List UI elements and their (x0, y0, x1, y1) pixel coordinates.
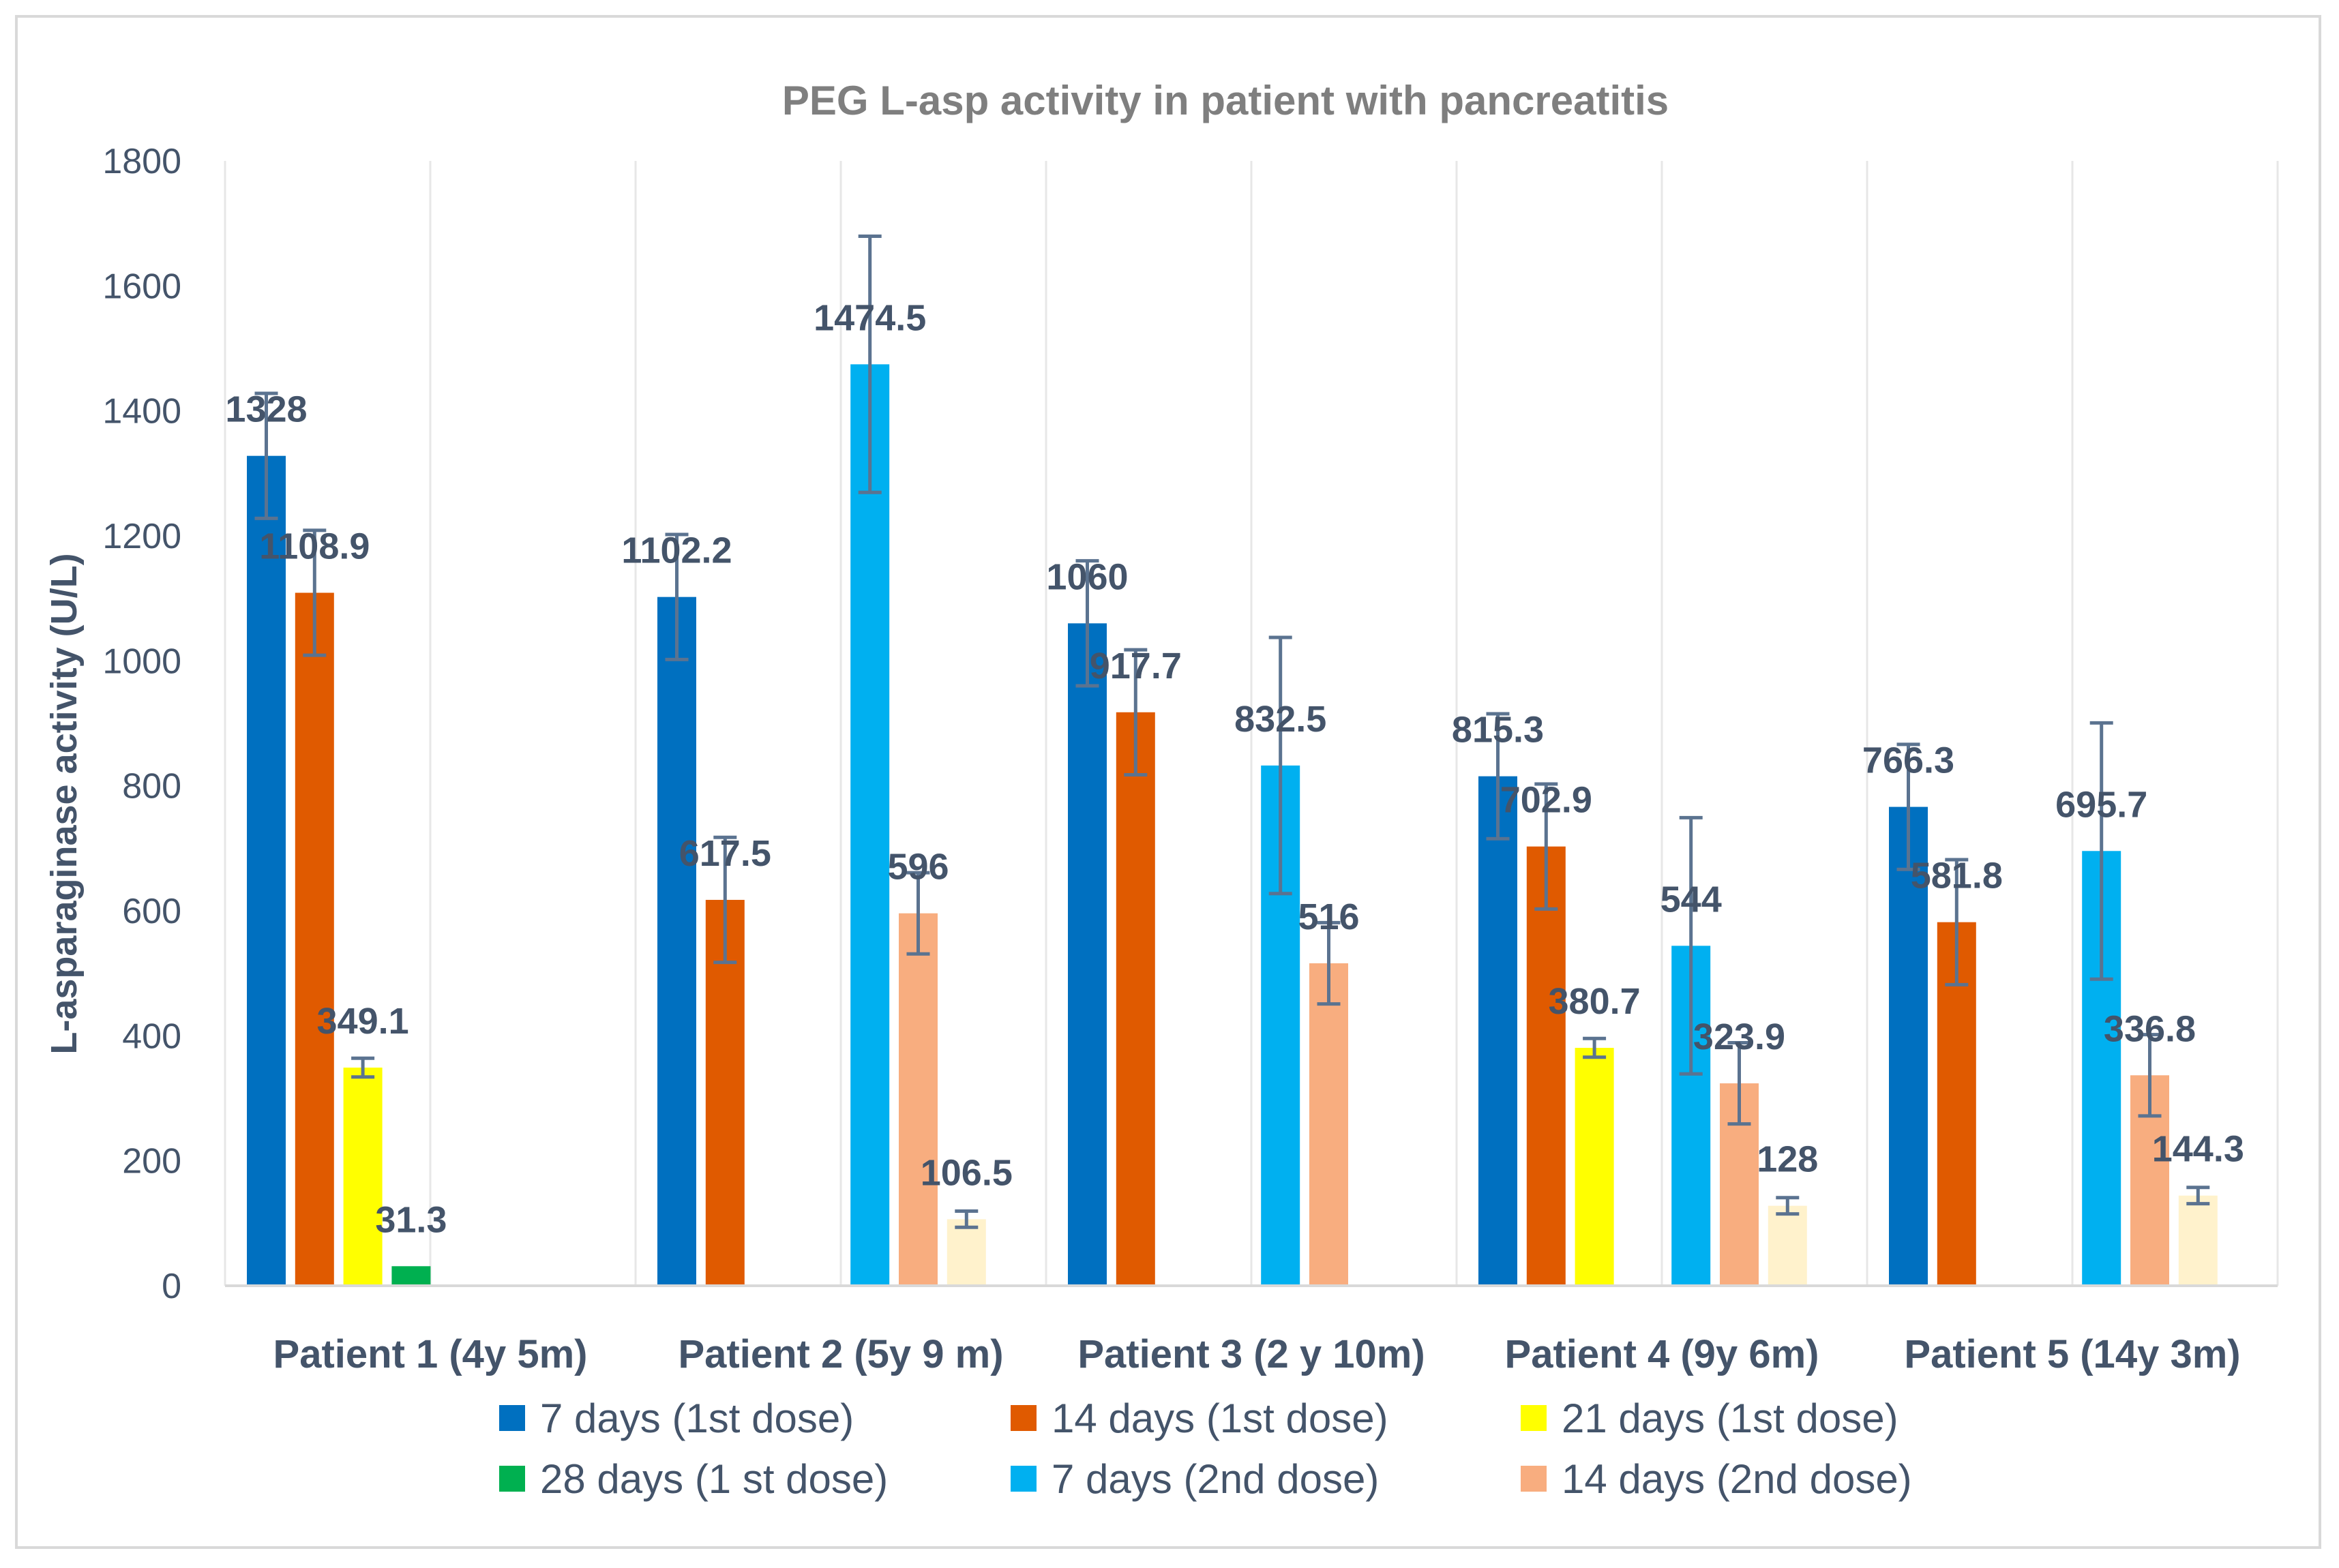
y-tick-label: 400 (122, 1016, 181, 1056)
data-label: 695.7 (2055, 784, 2147, 825)
legend-label: 14 days (2nd dose) (1562, 1456, 1912, 1502)
data-label: 581.8 (1911, 856, 2003, 896)
y-tick-label: 200 (122, 1142, 181, 1181)
error-bars (254, 234, 2210, 1229)
legend-swatch (1521, 1405, 1547, 1431)
y-tick-label: 1600 (102, 267, 181, 306)
legend-swatch (1011, 1466, 1037, 1492)
chart-frame (15, 15, 2321, 1549)
data-label: 766.3 (1862, 740, 1954, 781)
data-label: 617.5 (679, 833, 771, 874)
data-label: 349.1 (317, 1001, 409, 1042)
data-label: 336.8 (2104, 1008, 2196, 1049)
bars (247, 364, 2218, 1286)
bar (1575, 1048, 1614, 1286)
bar (1116, 712, 1155, 1286)
y-tick-label: 1000 (102, 642, 181, 681)
bar (947, 1219, 986, 1286)
bar (1526, 846, 1566, 1286)
bar (295, 592, 334, 1286)
bar (705, 899, 745, 1286)
data-label: 1474.5 (814, 297, 926, 338)
bar (343, 1067, 383, 1286)
legend-swatch (499, 1405, 525, 1431)
data-label: 815.3 (1452, 710, 1544, 751)
data-label: 702.9 (1500, 780, 1592, 821)
legend: 7 days (1st dose) 14 days (1st dose) 21 da… (499, 1396, 1912, 1502)
bar (850, 364, 890, 1286)
data-label: 1060 (1046, 556, 1128, 597)
data-label: 1102.2 (621, 530, 732, 571)
data-label: 31.3 (375, 1199, 447, 1240)
x-category-label: Patient 3 (2 y 10m) (1077, 1332, 1425, 1376)
legend-swatch (1521, 1466, 1547, 1492)
legend-label: 7 days (2nd dose) (1052, 1456, 1379, 1502)
data-label: 106.5 (921, 1152, 1013, 1193)
legend-swatch (1011, 1405, 1037, 1431)
data-label: 917.7 (1090, 646, 1182, 687)
bar (391, 1266, 431, 1286)
bar (1889, 806, 1928, 1286)
x-category-label: Patient 2 (5y 9 m) (678, 1332, 1003, 1376)
bar (899, 913, 938, 1286)
data-label: 323.9 (1693, 1016, 1785, 1057)
bar (247, 455, 286, 1286)
legend-label: 21 days (1st dose) (1562, 1396, 1898, 1441)
legend-label: 7 days (1st dose) (540, 1396, 854, 1441)
chart-title: PEG L-asp activity in patient with pancr… (782, 78, 1669, 123)
legend-label: 14 days (1st dose) (1052, 1396, 1388, 1441)
bar (1068, 623, 1107, 1286)
bar (1309, 963, 1348, 1286)
y-tick-label: 1200 (102, 517, 181, 556)
y-tick-label: 0 (162, 1267, 181, 1306)
legend-swatch (499, 1466, 525, 1492)
y-tick-label: 800 (122, 767, 181, 806)
gridlines (224, 161, 2279, 1286)
x-category-label: Patient 4 (9y 6m) (1505, 1332, 1819, 1376)
data-label: 144.3 (2152, 1129, 2244, 1170)
bar (1768, 1205, 1807, 1286)
y-axis-label: L-asparaginase activity (U/L) (44, 553, 85, 1054)
data-label: 832.5 (1234, 699, 1326, 740)
bar (2178, 1195, 2218, 1286)
y-tick-label: 1800 (102, 142, 181, 181)
x-category-label: Patient 1 (4y 5m) (273, 1332, 588, 1376)
bar (1478, 776, 1517, 1286)
data-labels: 1328 1102.2 1060 815.3 766.3 1108.9 617.5 917.7… (225, 297, 2244, 1240)
bar (657, 597, 696, 1286)
data-label: 1108.9 (259, 526, 370, 567)
data-label: 516 (1298, 896, 1359, 937)
axes: 0 200 400 600 800 1000 1200 1400 1600 1800 Patient… (102, 142, 2278, 1376)
data-label: 128 (1757, 1139, 1818, 1180)
data-label: 596 (887, 847, 949, 888)
legend-label: 28 days (1 st dose) (540, 1456, 888, 1502)
x-category-label: Patient 5 (14y 3m) (1904, 1332, 2240, 1376)
data-label: 544 (1660, 879, 1722, 920)
data-label: 1328 (225, 389, 307, 430)
y-tick-label: 600 (122, 892, 181, 931)
y-tick-label: 1400 (102, 392, 181, 432)
data-label: 380.7 (1549, 981, 1641, 1022)
